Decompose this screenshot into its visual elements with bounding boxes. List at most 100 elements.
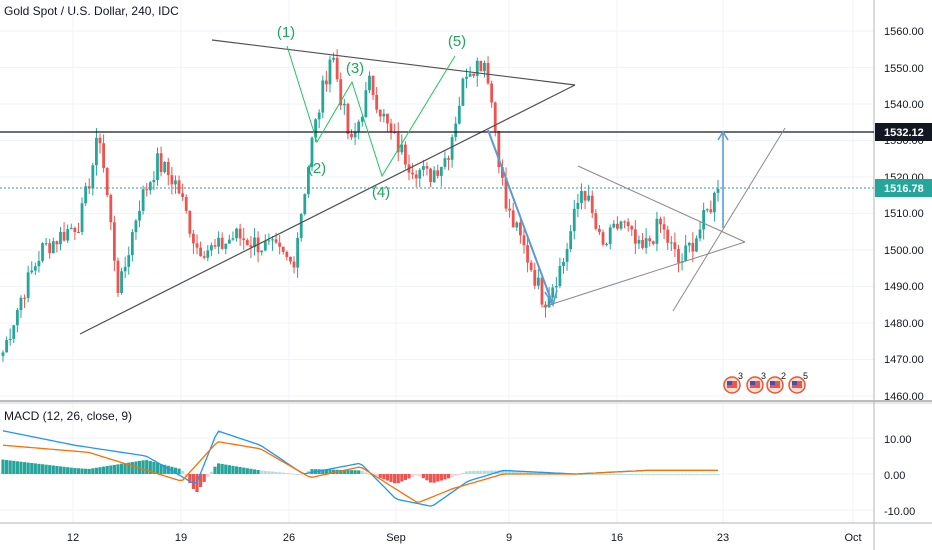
candle-body <box>314 119 317 138</box>
macd-histogram-bar <box>410 474 415 477</box>
candle-body <box>263 241 267 251</box>
time-axis[interactable]: 12 19 26 Sep 9 16 23 Oct <box>67 532 862 544</box>
macd-histogram-bar <box>292 473 296 475</box>
candle-body <box>213 245 217 247</box>
macd-title: MACD (12, 26, close, 9) <box>4 409 133 423</box>
candle-body <box>713 192 716 213</box>
candle-body <box>619 221 623 229</box>
price-badge-high-label: 1532.12 <box>884 127 924 139</box>
drawing-layer[interactable] <box>0 39 874 335</box>
candle-body <box>472 73 476 76</box>
macd-histogram-bar <box>691 474 695 475</box>
macd-histogram-bar <box>605 474 609 475</box>
macd-histogram-bar <box>94 467 99 474</box>
candle-body <box>583 191 587 201</box>
macd-histogram-bar <box>367 473 372 475</box>
macd-histogram-bar <box>407 474 411 479</box>
candle-body <box>8 338 12 341</box>
candle-body <box>271 239 274 241</box>
macd-histogram-bar <box>655 474 659 475</box>
macd-histogram-bar <box>529 471 533 474</box>
candle-body <box>702 209 706 230</box>
event-us-flag-icon[interactable]: 3 <box>723 371 743 394</box>
small-triangle-upper[interactable] <box>577 165 746 243</box>
economic-events[interactable]: 3 3 2 5 <box>723 371 808 394</box>
candle-body <box>224 243 228 249</box>
triangle-lower-trendline[interactable] <box>79 84 576 335</box>
price-tick: 1540.00 <box>884 99 924 111</box>
macd-histogram-bar <box>637 474 641 475</box>
candle-body <box>404 144 407 165</box>
candle-body <box>572 208 576 232</box>
candle-body <box>159 153 163 173</box>
candle-body <box>565 249 569 262</box>
event-us-flag-icon[interactable]: 5 <box>788 371 808 394</box>
macd-histogram-bar <box>73 468 77 474</box>
event-us-flag-icon[interactable]: 3 <box>746 371 766 394</box>
candle-body <box>590 195 594 214</box>
event-count: 2 <box>781 371 786 381</box>
macd-histogram-bar <box>1 459 5 474</box>
candle-body <box>181 193 185 198</box>
candle-body <box>267 240 271 242</box>
macd-histogram-bar <box>339 469 343 474</box>
macd-histogram-bar <box>310 469 314 474</box>
macd-histogram-bar <box>331 469 336 474</box>
candle-body <box>447 158 450 160</box>
macd-histogram-bar <box>181 470 185 474</box>
candle-body <box>105 168 109 196</box>
macd-histogram-bar <box>349 470 354 474</box>
macd-histogram-bar <box>622 474 627 475</box>
wave-label-3: (3) <box>346 60 364 77</box>
macd-histogram-bar <box>400 474 404 482</box>
event-us-flag-icon[interactable]: 2 <box>766 371 786 394</box>
macd-histogram-bar <box>662 474 666 475</box>
candle-body <box>659 218 662 225</box>
price-badge-last: 1516.78 <box>875 179 932 197</box>
macd-histogram-bar <box>353 470 357 474</box>
candle-body <box>19 297 23 311</box>
candle-body <box>321 80 325 113</box>
candle-body <box>299 214 303 238</box>
candle-body <box>296 237 300 268</box>
macd-histogram-bar <box>242 467 246 474</box>
macd-histogram-bar <box>324 469 328 474</box>
macd-histogram-bar <box>188 474 192 483</box>
price-axis[interactable]: 1560.00 1550.00 1540.00 1530.00 1520.00 … <box>884 26 924 403</box>
triangle-upper-trendline[interactable] <box>211 39 576 86</box>
candle-body <box>87 186 91 189</box>
macd-histogram-bar <box>109 465 113 474</box>
candle-body <box>350 133 353 138</box>
macd-histogram-bar <box>436 474 440 482</box>
candle-body <box>285 251 289 257</box>
macd-histogram-bar <box>8 460 12 474</box>
elliott-wave-path[interactable] <box>286 45 456 178</box>
macd-histogram-bar <box>428 474 433 483</box>
candle-body <box>479 60 483 72</box>
candle-body <box>533 270 537 286</box>
macd-tick: 0.00 <box>884 470 905 482</box>
macd-histogram-bar <box>249 468 253 474</box>
candle-body <box>554 285 558 288</box>
breakout-trendline[interactable] <box>672 127 786 312</box>
small-triangle-lower[interactable] <box>542 241 746 308</box>
macd-histogram-bar <box>587 474 591 475</box>
macd-histogram-bar <box>177 468 181 474</box>
macd-histogram-bar <box>360 471 364 474</box>
macd-axis[interactable]: 10.00 0.00 -10.00 <box>884 434 915 518</box>
macd-histogram-bar <box>102 466 106 474</box>
macd-histogram-bar <box>199 474 203 488</box>
candle-body <box>231 238 235 240</box>
macd-histogram-bar <box>486 470 490 474</box>
macd-histogram-bar <box>227 465 231 474</box>
candlestick-series <box>1 49 720 362</box>
price-tick: 1470.00 <box>884 354 924 366</box>
projection-arrow-down[interactable] <box>487 129 554 306</box>
macd-histogram-bar <box>508 470 512 474</box>
candle-body <box>443 158 447 167</box>
candle-body <box>695 238 698 252</box>
candle-body <box>69 227 73 230</box>
macd-histogram-bar <box>51 465 55 474</box>
macd-histogram-bar <box>633 474 637 475</box>
